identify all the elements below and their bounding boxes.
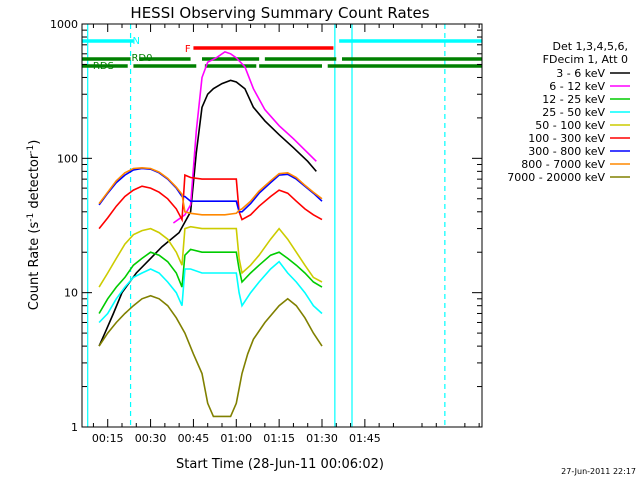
y-axis-title-part3: ) xyxy=(27,140,42,145)
series-line xyxy=(98,166,323,216)
x-axis-title: Start Time (28-Jun-11 00:06:02) xyxy=(176,457,384,472)
flag-label: RD0 xyxy=(131,53,152,64)
legend-label: 25 - 50 keV xyxy=(542,106,605,119)
annotation-layer: N F RD0 RDS xyxy=(82,24,482,427)
y-tick-label: 1 xyxy=(71,421,78,434)
x-tick-label: 00:45 xyxy=(178,432,210,445)
legend-header-line2: FDecim 1, Att 0 xyxy=(543,53,628,66)
y-axis-title-sup2: -1 xyxy=(26,145,36,154)
y-axis-title: Count Rate (s-1 detector-1) xyxy=(26,140,42,311)
y-tick-label: 1000 xyxy=(50,18,78,31)
legend-label: 3 - 6 keV xyxy=(556,67,605,80)
series-line xyxy=(98,167,323,213)
legend-label: 800 - 7000 keV xyxy=(521,158,605,171)
x-tick-label: 01:45 xyxy=(349,432,381,445)
legend-label: 50 - 100 keV xyxy=(535,119,605,132)
x-tick-label: 01:00 xyxy=(220,432,252,445)
series-layer xyxy=(98,51,323,418)
chart-title: HESSI Observing Summary Count Rates xyxy=(130,4,429,22)
series-line xyxy=(98,248,323,314)
series-line xyxy=(98,173,323,230)
x-tick-label: 01:30 xyxy=(306,432,338,445)
plot-frame xyxy=(81,23,483,428)
flag-label: N xyxy=(133,36,140,47)
y-axis-title-sup1: -1 xyxy=(26,213,36,222)
legend-label: 6 - 12 keV xyxy=(549,80,605,93)
tick-layer: 00:15 00:30 00:45 01:00 01:15 01:30 01:45 1 10 10… xyxy=(50,18,482,445)
flag-label: RDS xyxy=(93,61,114,72)
series-line xyxy=(98,294,323,418)
legend-label: 12 - 25 keV xyxy=(542,93,605,106)
series-line xyxy=(98,260,323,324)
series-line xyxy=(172,51,317,224)
y-tick-label: 10 xyxy=(64,287,78,300)
legend-label: 7000 - 20000 keV xyxy=(507,171,605,184)
x-tick-label: 00:15 xyxy=(92,432,124,445)
x-tick-label: 01:15 xyxy=(263,432,295,445)
series-line xyxy=(98,225,323,288)
legend-label: 100 - 300 keV xyxy=(528,132,605,145)
y-axis-title-part1: Count Rate (s xyxy=(27,222,42,311)
flag-label: F xyxy=(185,44,191,55)
y-axis-title-part2: detector xyxy=(27,153,42,213)
legend-header-line1: Det 1,3,4,5,6, xyxy=(552,40,628,53)
footer-timestamp: 27-Jun-2011 22:17 xyxy=(561,467,636,476)
legend-label: 300 - 800 keV xyxy=(528,145,605,158)
legend: Det 1,3,4,5,6, FDecim 1, Att 0 3 - 6 keV… xyxy=(507,40,630,184)
y-tick-label: 100 xyxy=(57,152,78,165)
x-tick-label: 00:30 xyxy=(135,432,167,445)
